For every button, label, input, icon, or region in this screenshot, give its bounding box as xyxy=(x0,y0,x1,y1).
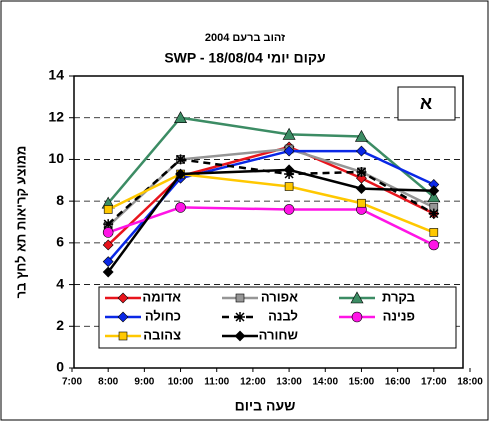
marker xyxy=(175,154,186,165)
x-tick-label: 9:00 xyxy=(134,377,154,388)
x-axis-label: שעה ביום xyxy=(235,398,296,414)
y-tick-label: 2 xyxy=(56,317,64,333)
chart-subtitle: SWP - עקום יומי 18/08/04 xyxy=(164,50,325,66)
marker xyxy=(356,166,367,177)
x-tick-label: 18:00 xyxy=(457,377,483,388)
marker xyxy=(102,256,114,268)
marker xyxy=(102,239,114,251)
marker xyxy=(351,311,363,323)
y-tick-label: 4 xyxy=(56,275,64,291)
y-tick-label: 10 xyxy=(48,150,64,166)
x-tick-label: 16:00 xyxy=(385,377,411,388)
x-tick-label: 10:00 xyxy=(168,377,194,388)
x-tick-label: 12:00 xyxy=(240,377,266,388)
marker xyxy=(427,190,441,203)
marker xyxy=(117,311,129,323)
x-tick-label: 7:00 xyxy=(62,377,82,388)
legend-label: אפורה xyxy=(261,289,298,304)
marker xyxy=(284,182,294,191)
marker xyxy=(103,205,113,214)
annotation: א xyxy=(420,93,432,113)
x-tick-label: 11:00 xyxy=(204,377,229,388)
legend-label: כחולה xyxy=(145,308,181,323)
legend-label: צהובה xyxy=(143,327,181,342)
marker xyxy=(175,202,186,213)
y-tick-label: 12 xyxy=(48,108,64,124)
marker xyxy=(357,198,366,208)
legend-box xyxy=(98,286,457,349)
marker xyxy=(428,239,440,251)
marker xyxy=(118,331,128,341)
x-tick-label: 15:00 xyxy=(349,377,375,388)
marker xyxy=(283,145,295,157)
marker xyxy=(428,185,440,197)
y-tick-label: 8 xyxy=(56,192,64,208)
marker xyxy=(175,168,186,180)
legend-label: בקרת xyxy=(382,289,415,304)
marker xyxy=(235,312,245,322)
x-tick-label: 13:00 xyxy=(276,377,302,388)
y-tick-label: 6 xyxy=(56,234,64,250)
marker xyxy=(428,208,439,219)
marker xyxy=(117,292,129,304)
marker xyxy=(174,111,188,124)
x-tick-label: 14:00 xyxy=(312,377,338,388)
y-axis-label: ממוצע קריאות תא לחץ בר xyxy=(13,146,28,299)
marker xyxy=(354,129,368,142)
legend-label: פנינה xyxy=(383,308,415,323)
legend-label: לבנה xyxy=(268,308,298,323)
annotation-box xyxy=(397,86,456,121)
marker xyxy=(350,291,364,304)
legend-label: שחורה xyxy=(259,327,298,342)
y-tick-label: 14 xyxy=(48,67,64,83)
marker xyxy=(234,330,246,342)
marker xyxy=(429,228,439,237)
plot-area xyxy=(73,75,464,369)
x-tick-label: 17:00 xyxy=(421,377,447,388)
marker xyxy=(102,227,114,238)
legend-label: אדומה xyxy=(142,289,181,304)
marker xyxy=(356,183,367,195)
marker xyxy=(283,204,295,215)
marker xyxy=(282,127,296,140)
marker xyxy=(103,219,114,230)
y-tick-label: 0 xyxy=(56,359,64,375)
legend: אדומה אפורה בקרת כחולה לבנה פנינה צהובה שחורה xyxy=(98,286,457,349)
marker xyxy=(283,164,295,176)
marker xyxy=(356,145,367,157)
x-tick-label: 8:00 xyxy=(98,377,118,388)
marker xyxy=(235,293,245,303)
marker xyxy=(102,266,114,278)
chart-title: זהוב ברעם 2004 xyxy=(205,32,285,44)
